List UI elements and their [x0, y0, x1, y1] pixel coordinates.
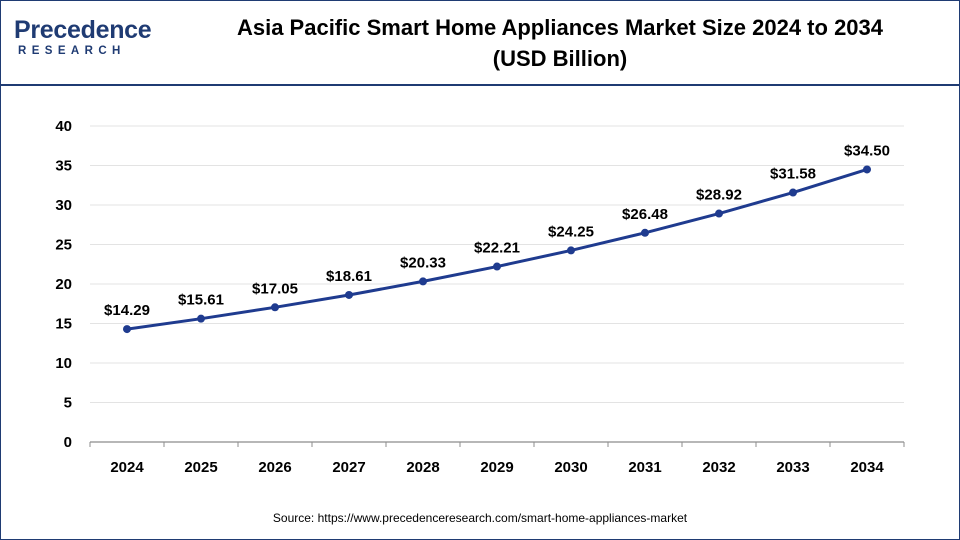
- data-point: [567, 246, 575, 255]
- x-tick-label: 2033: [776, 459, 809, 476]
- data-point: [345, 290, 353, 299]
- data-label: $31.58: [770, 166, 816, 183]
- data-label: $14.29: [104, 302, 150, 319]
- header: Precedence RESEARCH Asia Pacific Smart H…: [0, 0, 960, 86]
- data-point: [271, 303, 279, 312]
- x-tick-label: 2026: [258, 459, 291, 476]
- logo-subtext: RESEARCH: [18, 45, 126, 57]
- data-point: [197, 314, 205, 323]
- x-tick-label: 2030: [554, 459, 587, 476]
- data-label: $17.05: [252, 280, 298, 297]
- x-tick-label: 2025: [184, 459, 217, 476]
- data-label: $20.33: [400, 254, 446, 271]
- data-label: $34.50: [844, 142, 890, 159]
- x-tick-label: 2034: [850, 459, 884, 476]
- data-point: [419, 277, 427, 286]
- y-tick-label: 15: [55, 316, 72, 333]
- data-point: [715, 209, 723, 218]
- y-tick-label: 40: [55, 118, 72, 135]
- data-point: [863, 165, 871, 174]
- chart-title-line-1: Asia Pacific Smart Home Appliances Marke…: [236, 15, 884, 40]
- data-label: $26.48: [622, 206, 668, 223]
- y-tick-label: 10: [55, 355, 72, 372]
- precedence-research-logo: Precedence RESEARCH: [14, 16, 164, 66]
- data-label: $24.25: [548, 223, 594, 240]
- data-point: [493, 262, 501, 271]
- y-tick-label: 30: [55, 197, 72, 214]
- source-note: Source: https://www.precedenceresearch.c…: [272, 511, 688, 525]
- x-tick-label: 2032: [702, 459, 735, 476]
- x-tick-label: 2028: [406, 459, 439, 476]
- x-tick-label: 2024: [110, 459, 144, 476]
- y-tick-label: 25: [55, 237, 72, 254]
- chart-title-line-2: (USD Billion): [492, 46, 628, 71]
- x-tick-label: 2031: [628, 459, 661, 476]
- logo-wordmark: Precedence: [14, 16, 152, 44]
- data-label: $15.61: [178, 292, 224, 309]
- data-label: $22.21: [474, 240, 520, 257]
- y-tick-label: 5: [64, 395, 72, 412]
- x-tick-label: 2027: [332, 459, 365, 476]
- y-tick-label: 35: [55, 158, 72, 175]
- data-label: $28.92: [696, 187, 742, 204]
- y-tick-label: 0: [64, 434, 72, 451]
- data-point: [789, 188, 797, 197]
- data-point: [641, 228, 649, 237]
- data-point: [123, 325, 131, 334]
- x-tick-label: 2029: [480, 459, 513, 476]
- chart-title: Asia Pacific Smart Home Appliances Marke…: [190, 12, 930, 74]
- y-tick-label: 20: [55, 276, 72, 293]
- data-label: $18.61: [326, 268, 372, 285]
